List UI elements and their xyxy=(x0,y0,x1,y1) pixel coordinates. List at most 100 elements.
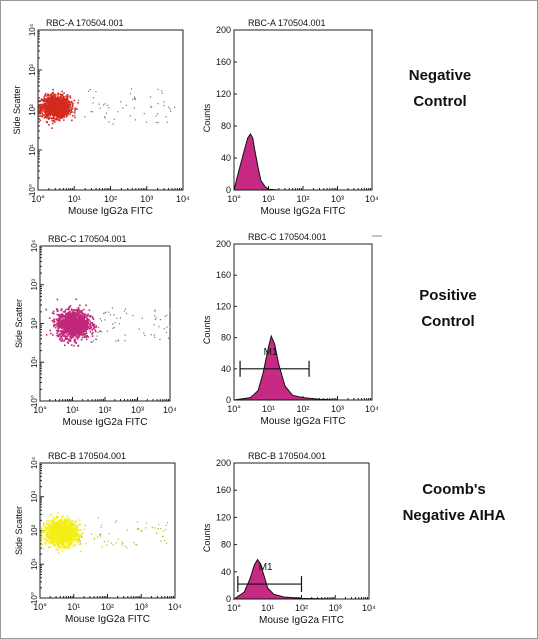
event-dot-sparse xyxy=(116,520,118,522)
event-dot xyxy=(56,522,59,525)
event-dot xyxy=(44,94,46,96)
event-dot xyxy=(73,316,76,318)
event-dot xyxy=(60,541,62,544)
event-dot xyxy=(59,93,62,96)
event-dot xyxy=(55,548,58,551)
event-dot xyxy=(72,336,75,339)
event-dot xyxy=(61,100,64,103)
event-dot xyxy=(72,102,74,105)
event-dot xyxy=(73,317,75,319)
event-dot xyxy=(50,117,53,119)
event-dot-sparse xyxy=(103,541,106,543)
event-dot xyxy=(59,96,61,99)
event-dot-sparse xyxy=(136,544,138,546)
event-dot xyxy=(79,316,82,319)
event-dot xyxy=(81,314,83,317)
event-dot xyxy=(54,324,56,326)
event-dot xyxy=(63,98,65,101)
event-dot xyxy=(38,104,41,106)
event-dot xyxy=(53,101,56,104)
event-dot-sparse xyxy=(84,116,86,118)
event-dot xyxy=(65,95,67,98)
event-dot xyxy=(86,317,89,320)
event-dot xyxy=(53,524,56,526)
event-dot xyxy=(72,529,74,532)
event-dot xyxy=(71,531,74,534)
event-dot xyxy=(76,322,79,325)
event-dot xyxy=(51,540,54,542)
event-dot-sparse xyxy=(113,314,115,316)
event-dot xyxy=(50,103,53,106)
event-dot xyxy=(66,541,69,544)
event-dot xyxy=(66,341,69,343)
event-dot-sparse xyxy=(169,310,171,312)
event-dot xyxy=(56,529,59,532)
event-dot-sparse xyxy=(97,326,100,329)
event-dot-sparse xyxy=(112,327,114,329)
event-dot xyxy=(95,338,97,341)
event-dot xyxy=(85,338,88,341)
event-dot xyxy=(48,100,50,102)
x-axis-label: Mouse IgG2a FITC xyxy=(68,206,153,217)
event-dot xyxy=(66,515,69,517)
event-dot-sparse xyxy=(122,542,124,545)
event-dot-sparse xyxy=(153,324,155,326)
event-dot xyxy=(39,105,42,108)
event-dot xyxy=(46,100,49,103)
event-dot-sparse xyxy=(162,530,164,532)
event-dot xyxy=(55,539,58,542)
event-dot xyxy=(85,325,87,328)
event-dot xyxy=(73,341,76,343)
event-dot xyxy=(71,327,74,330)
event-dot xyxy=(71,111,73,113)
event-dot xyxy=(43,95,46,98)
event-dot-sparse xyxy=(131,88,133,90)
event-dot xyxy=(74,525,77,528)
event-dot-sparse xyxy=(154,318,156,321)
event-dot-sparse xyxy=(165,116,167,118)
event-dot xyxy=(78,336,80,338)
event-dot xyxy=(67,533,70,535)
event-dot-sparse xyxy=(104,116,106,118)
dot-population xyxy=(40,511,168,554)
event-dot xyxy=(77,345,80,347)
event-dot xyxy=(56,114,59,116)
event-dot xyxy=(45,105,47,107)
event-dot xyxy=(57,112,60,114)
event-dot xyxy=(67,323,70,326)
event-dot xyxy=(75,321,78,323)
event-dot xyxy=(63,528,66,531)
event-dot xyxy=(62,538,64,541)
event-dot xyxy=(50,102,52,105)
event-dot xyxy=(66,107,69,109)
event-dot xyxy=(78,320,81,322)
event-dot xyxy=(69,525,72,528)
event-dot xyxy=(42,103,44,106)
event-dot xyxy=(50,104,53,107)
event-dot xyxy=(62,522,65,525)
event-dot xyxy=(76,319,78,321)
event-dot xyxy=(60,116,62,119)
event-dot xyxy=(56,546,59,549)
y-tick-label: 80 xyxy=(221,333,231,343)
event-dot xyxy=(84,322,86,324)
event-dot xyxy=(57,335,60,338)
event-dot xyxy=(89,327,91,330)
event-dot-sparse xyxy=(92,97,95,99)
event-dot xyxy=(59,324,61,326)
event-dot xyxy=(80,529,82,531)
event-dot xyxy=(57,322,60,325)
event-dot xyxy=(57,523,60,526)
event-dot xyxy=(59,110,62,113)
event-dot xyxy=(60,520,63,523)
event-dot xyxy=(57,511,59,514)
event-dot xyxy=(51,519,54,522)
event-dot xyxy=(86,323,89,326)
event-dot xyxy=(49,521,52,524)
event-dot xyxy=(56,115,58,118)
event-dot xyxy=(61,537,63,540)
event-dot xyxy=(44,103,46,106)
event-dot xyxy=(77,537,80,539)
event-dot-sparse xyxy=(160,540,162,542)
event-dot xyxy=(64,324,67,326)
